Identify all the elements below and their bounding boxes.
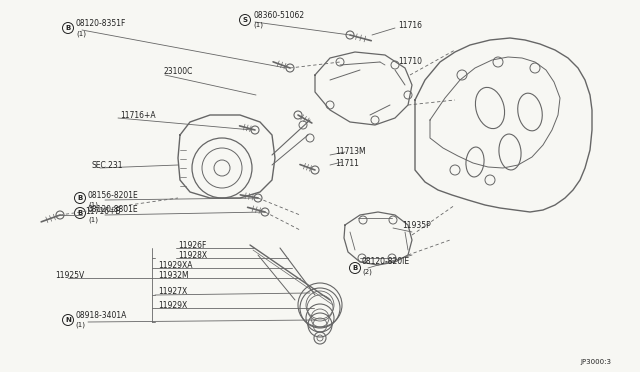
Text: B: B (65, 25, 70, 31)
Text: B: B (77, 195, 83, 201)
Text: 08360-51062: 08360-51062 (253, 12, 304, 20)
Text: 11926F: 11926F (178, 241, 206, 250)
Text: (1): (1) (76, 31, 86, 37)
Text: 11932M: 11932M (158, 270, 189, 279)
Text: 11928X: 11928X (178, 250, 207, 260)
Text: N: N (65, 317, 71, 323)
Text: 11929X: 11929X (158, 301, 188, 310)
Text: 11716: 11716 (398, 22, 422, 31)
Text: (2): (2) (362, 269, 372, 275)
Text: 11716+A: 11716+A (120, 110, 156, 119)
Text: 08120-8351F: 08120-8351F (76, 19, 126, 29)
Text: 11716+B: 11716+B (85, 208, 120, 217)
Text: B: B (353, 265, 358, 271)
Text: (1): (1) (253, 22, 263, 28)
Text: 11935P: 11935P (402, 221, 431, 230)
Text: (1): (1) (75, 322, 85, 328)
Text: S: S (243, 17, 248, 23)
Text: JP3000:3: JP3000:3 (580, 359, 611, 365)
Text: 11710: 11710 (398, 58, 422, 67)
Text: B: B (77, 210, 83, 216)
Text: 11711: 11711 (335, 158, 359, 167)
Text: 23100C: 23100C (163, 67, 193, 77)
Text: 08120-820lE: 08120-820lE (362, 257, 410, 266)
Text: 11929XA: 11929XA (158, 260, 193, 269)
Text: (1): (1) (88, 217, 98, 223)
Text: 11713M: 11713M (335, 148, 365, 157)
Text: 11925V: 11925V (55, 270, 84, 279)
Text: 08918-3401A: 08918-3401A (75, 311, 126, 321)
Text: 08120-8801E: 08120-8801E (88, 205, 139, 215)
Text: 08156-8201E: 08156-8201E (88, 190, 139, 199)
Text: (1): (1) (88, 202, 98, 208)
Text: 11927X: 11927X (158, 288, 188, 296)
Text: SEC.231: SEC.231 (92, 160, 124, 170)
